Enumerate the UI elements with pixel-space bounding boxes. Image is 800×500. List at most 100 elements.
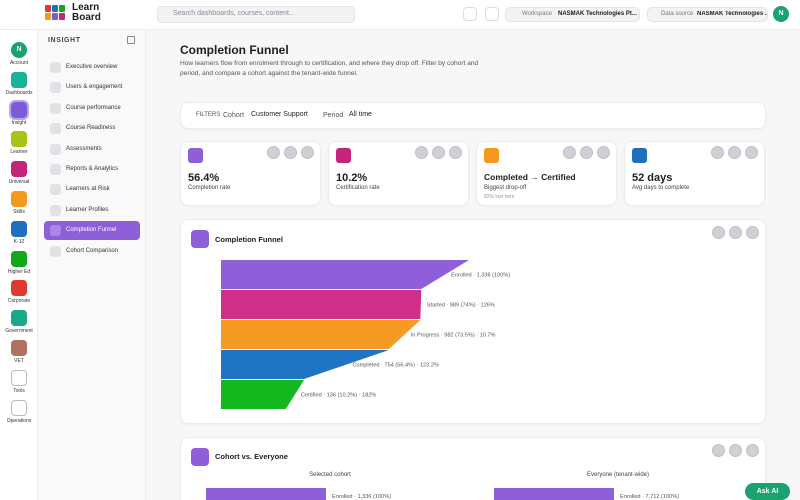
filters-label: FILTERS (196, 112, 221, 118)
cohort-panel-title: Selected cohort (309, 472, 351, 478)
rail-label: Higher Ed (7, 268, 31, 275)
action-button[interactable] (580, 146, 593, 159)
workspace-select[interactable]: Workspace NASMAK Technologies Pt... (505, 7, 640, 22)
period-select[interactable]: All time (349, 111, 372, 118)
nav-item[interactable]: Course Readiness (44, 119, 140, 138)
action-button[interactable] (728, 146, 741, 159)
icon-button[interactable] (463, 7, 477, 21)
funnel-stage (221, 320, 421, 349)
cohort-bar-label: Enrolled · 1,336 (100%) (332, 494, 392, 500)
rail-icon[interactable] (9, 99, 29, 120)
collapse-button[interactable] (127, 36, 135, 44)
rail-icon[interactable] (11, 310, 27, 327)
nav-item[interactable]: Course performance (44, 99, 140, 118)
rail-label: Tools (13, 387, 25, 394)
action-button[interactable] (284, 146, 297, 159)
kpi-label: Avg days to complete (632, 185, 690, 191)
rail-label: VET (14, 358, 24, 364)
rail-label: K-12 (13, 238, 25, 245)
rail-icon[interactable] (11, 280, 27, 297)
action-button[interactable] (267, 146, 280, 159)
rail-icon[interactable] (11, 399, 27, 416)
rail-label: Skills (13, 209, 25, 215)
action-button[interactable] (746, 226, 759, 239)
rail-icon[interactable] (11, 191, 27, 207)
action-button[interactable] (712, 226, 725, 239)
cohort-bar-label: Enrolled · 7,712 (100%) (620, 494, 680, 500)
rail-icon[interactable]: N (11, 42, 27, 58)
cohort-select[interactable]: Customer Support (251, 111, 308, 118)
kpi-label: Certification rate (336, 185, 380, 191)
nav-item[interactable]: Completion Funnel (44, 221, 140, 241)
funnel-panel: Completion Funnel Enrolled · 1,336 (100%)… (180, 219, 766, 424)
cohort-bar (494, 488, 614, 500)
nav-item[interactable]: Users & engagement (44, 78, 140, 97)
funnel-label: Certified · 136 (10.2%) · 182% (301, 393, 377, 399)
ask-ai-button[interactable]: Ask AI (745, 483, 790, 500)
rail-icon[interactable] (11, 161, 27, 178)
funnel-chart: Enrolled · 1,336 (100%) Started · 989 (74… (221, 260, 510, 409)
kpi-card: 56.4% Completion rate (180, 141, 321, 206)
nav-icon (50, 225, 61, 237)
kpi-icon (632, 148, 647, 163)
action-button[interactable] (729, 226, 742, 239)
page-title: Completion Funnel (180, 43, 289, 57)
datasource-value: NASMAK Technologies ... (697, 11, 767, 17)
nav-item[interactable]: Reports & Analytics (44, 160, 140, 179)
rail-label: Account (9, 60, 29, 66)
action-button[interactable] (449, 146, 462, 159)
nav-label: Reports & Analytics (66, 166, 119, 172)
icon-button[interactable] (485, 7, 499, 21)
funnel-title: Completion Funnel (215, 235, 283, 244)
avatar[interactable]: N (773, 6, 789, 22)
action-button[interactable] (415, 146, 428, 159)
nav-label: Learner Profiles (66, 206, 109, 213)
rail-label: Government (5, 328, 33, 335)
nav-item[interactable]: Learner Profiles (44, 201, 140, 220)
cohort-bar (206, 488, 326, 500)
kpi-icon (484, 148, 499, 163)
funnel-label: Started · 989 (74%) · 126% (427, 303, 495, 309)
rail-icon[interactable] (11, 131, 27, 148)
nav-item[interactable]: Learners at Risk (44, 180, 140, 199)
kpi-card: 52 days Avg days to complete (624, 141, 765, 206)
cohort-icon (191, 448, 209, 466)
funnel-stage (221, 350, 389, 379)
action-button[interactable] (597, 146, 610, 159)
page-description: How learners flow from enrolment through… (180, 60, 479, 77)
action-button[interactable] (712, 444, 725, 457)
action-button[interactable] (711, 146, 724, 159)
rail-icon[interactable] (11, 220, 27, 237)
search-box[interactable]: Search dashboards, courses, content... (157, 6, 355, 23)
kpi-note: 82% lost here (484, 194, 515, 200)
action-button[interactable] (563, 146, 576, 159)
nav-item[interactable]: Assessments (44, 140, 140, 159)
funnel-icon (191, 230, 209, 248)
kpi-icon (336, 148, 351, 163)
kpi-card: Completed → Certified Biggest drop-off 82%… (476, 141, 617, 206)
action-button[interactable] (301, 146, 314, 159)
nav-item[interactable]: Executive overview (44, 58, 140, 77)
logo-block (52, 5, 58, 12)
action-button[interactable] (729, 444, 742, 457)
kpi-value: 10.2% (336, 172, 368, 184)
nav-item[interactable]: Cohort Comparison (44, 242, 140, 261)
rail-icon[interactable] (11, 340, 27, 356)
cohort-label: Cohort (223, 112, 245, 119)
rail-icon[interactable] (11, 250, 27, 267)
rail-icon[interactable] (11, 71, 27, 88)
action-button[interactable] (746, 444, 759, 457)
nav-icon (50, 143, 61, 155)
nav-icon (50, 245, 61, 257)
nav-icon (50, 204, 61, 216)
nav-label: Course Readiness (66, 125, 116, 132)
filter-bar: FILTERS Cohort Customer Support Period All t… (180, 102, 766, 129)
logo-block (52, 13, 58, 20)
nav-icon (50, 82, 61, 94)
action-button[interactable] (432, 146, 445, 159)
nav-icon (50, 62, 61, 73)
nav-label: Assessments (66, 145, 102, 152)
rail-icon[interactable] (11, 369, 27, 386)
datasource-select[interactable]: Data source NASMAK Technologies ... (647, 7, 768, 22)
action-button[interactable] (745, 146, 758, 159)
